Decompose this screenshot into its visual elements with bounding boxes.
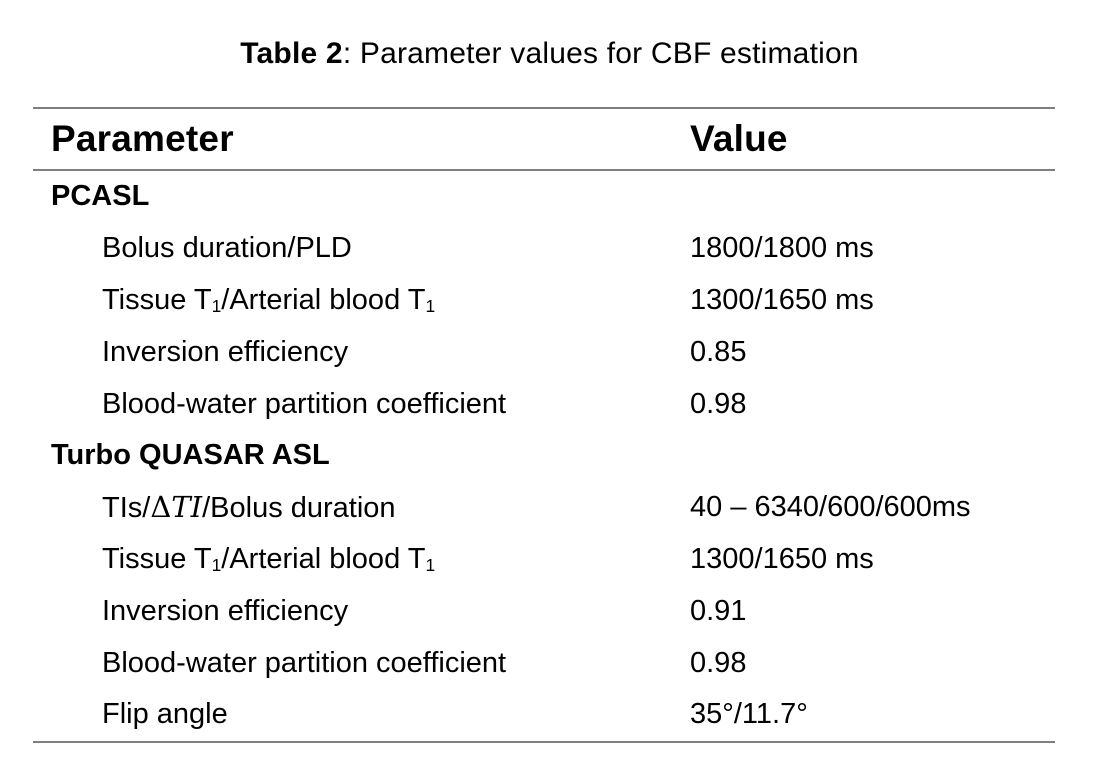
column-header-value: Value	[690, 118, 788, 159]
text-segment: 0.91	[690, 594, 747, 627]
text-segment: Tissue T	[102, 542, 212, 575]
text-segment: /Bolus duration	[202, 492, 396, 525]
parameter-cell: TIs/ΔTI/Bolus duration	[33, 490, 689, 525]
value-cell: 35°/11.7°	[689, 698, 1055, 731]
table-row: Inversion efficiency 0.91	[33, 585, 1055, 637]
parameter-cell: Tissue T1/Arterial blood T1	[33, 284, 689, 317]
parameter-cell: Bolus duration/PLD	[33, 232, 689, 265]
text-segment: 1300/1650 ms	[690, 542, 874, 575]
text-segment: Inversion efficiency	[102, 594, 349, 627]
table-row: Tissue T1/Arterial blood T1 1300/1650 ms	[33, 275, 1055, 327]
text-segment: 0.85	[690, 335, 747, 368]
text-segment: Flip angle	[102, 698, 228, 731]
text-segment: Blood-water partition coefficient	[102, 646, 507, 679]
value-cell: 1300/1650 ms	[689, 284, 1055, 317]
text-segment: 1800/1800 ms	[690, 232, 874, 265]
parameter-cell: Tissue T1/Arterial blood T1	[33, 543, 689, 576]
parameter-table: Parameter Value PCASL Bolus duration/PLD…	[33, 107, 1055, 743]
text-segment: Inversion efficiency	[102, 335, 349, 368]
parameter-cell: PCASL	[33, 180, 689, 213]
table-body: PCASL Bolus duration/PLD 1800/1800 ms Ti…	[33, 171, 1055, 741]
text-segment: 1	[425, 555, 436, 576]
text-segment: 1300/1650 ms	[690, 283, 874, 316]
parameter-cell: Turbo QUASAR ASL	[33, 439, 689, 472]
text-segment: 40 – 6340/600/600ms	[690, 491, 971, 524]
text-segment: Bolus duration/PLD	[102, 232, 352, 265]
table-caption: Table 2: Parameter values for CBF estima…	[0, 0, 1099, 107]
table-row: Blood-water partition coefficient 0.98	[33, 378, 1055, 430]
table-row: TIs/ΔTI/Bolus duration 40 – 6340/600/600…	[33, 482, 1055, 534]
table-row: Inversion efficiency 0.85	[33, 326, 1055, 378]
text-segment: TI	[171, 490, 203, 525]
table-header-row: Parameter Value	[33, 109, 1055, 171]
table-row: Bolus duration/PLD 1800/1800 ms	[33, 223, 1055, 275]
text-segment: /Arterial blood T	[221, 283, 426, 316]
value-cell: 40 – 6340/600/600ms	[689, 491, 1055, 524]
text-segment: 0.98	[690, 646, 747, 679]
text-segment: 1	[211, 555, 222, 576]
value-cell: 1800/1800 ms	[689, 232, 1055, 265]
parameter-cell: Inversion efficiency	[33, 336, 689, 369]
table-row: Turbo QUASAR ASL	[33, 430, 1055, 482]
value-cell: 0.85	[689, 336, 1055, 369]
parameter-cell: Flip angle	[33, 698, 689, 731]
text-segment: Δ	[150, 490, 172, 525]
text-segment: TIs/	[102, 492, 151, 525]
text-segment: : Parameter values for CBF estimation	[342, 36, 859, 70]
text-segment: Tissue T	[102, 283, 212, 316]
text-segment: 1	[211, 296, 222, 317]
text-segment: 0.98	[690, 387, 747, 420]
value-cell: 1300/1650 ms	[689, 543, 1055, 576]
text-segment: PCASL	[51, 180, 150, 213]
text-segment: 35°/11.7°	[690, 698, 808, 731]
column-header-parameter: Parameter	[51, 118, 234, 159]
value-cell: 0.98	[689, 388, 1055, 421]
text-segment: Blood-water partition coefficient	[102, 387, 507, 420]
table-row: Flip angle 35°/11.7°	[33, 689, 1055, 741]
parameter-cell: Blood-water partition coefficient	[33, 647, 689, 680]
table-row: Tissue T1/Arterial blood T1 1300/1650 ms	[33, 534, 1055, 586]
text-segment: Turbo QUASAR ASL	[51, 439, 330, 472]
table-row: PCASL	[33, 171, 1055, 223]
table-caption-text: Table 2: Parameter values for CBF estima…	[240, 37, 858, 71]
text-segment: Table 2	[240, 36, 343, 70]
table-row: Blood-water partition coefficient 0.98	[33, 637, 1055, 689]
value-cell: 0.98	[689, 647, 1055, 680]
parameter-cell: Blood-water partition coefficient	[33, 388, 689, 421]
text-segment: /Arterial blood T	[221, 542, 426, 575]
text-segment: 1	[425, 296, 436, 317]
parameter-cell: Inversion efficiency	[33, 595, 689, 628]
value-cell: 0.91	[689, 595, 1055, 628]
